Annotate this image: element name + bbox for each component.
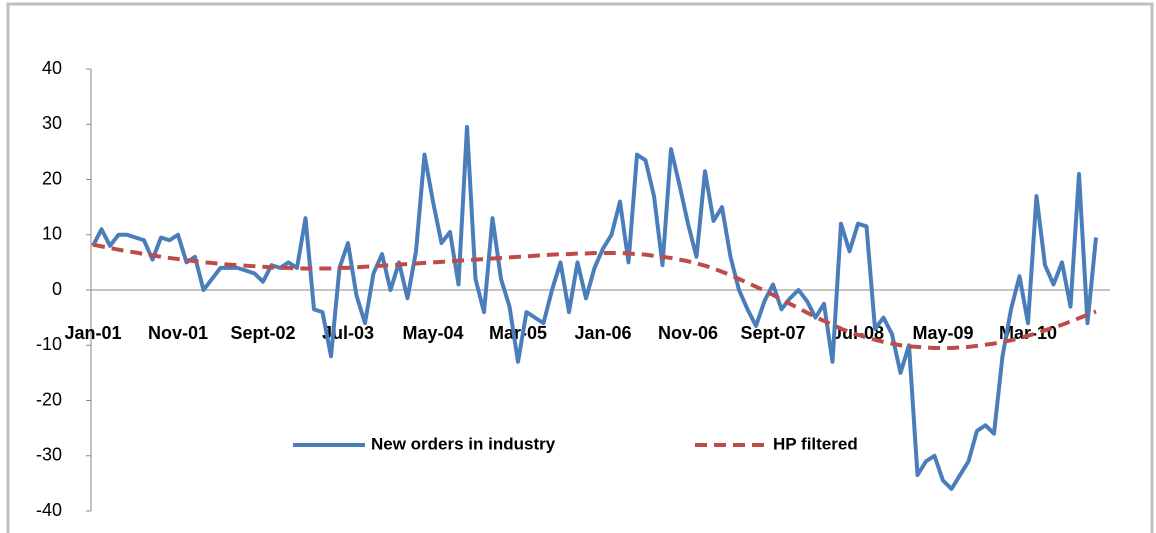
y-tick-label: -10 — [36, 334, 62, 354]
y-tick-label: -30 — [36, 445, 62, 465]
x-tick-label: Jan-01 — [64, 323, 121, 343]
series-line — [92, 242, 1097, 351]
y-tick-label: -40 — [36, 500, 62, 520]
legend-label: HP filtered — [773, 434, 858, 453]
y-tick-label: -20 — [36, 389, 62, 409]
chart-frame — [6, 2, 1154, 533]
y-tick-label: 20 — [42, 168, 62, 188]
y-tick-label: 0 — [52, 279, 62, 299]
x-tick-label: Nov-01 — [148, 323, 208, 343]
legend-label: New orders in industry — [371, 434, 556, 453]
y-tick-label: 30 — [42, 113, 62, 133]
y-tick-label: 10 — [42, 224, 62, 244]
y-tick-label: 40 — [42, 58, 62, 78]
x-tick-label: Jan-06 — [574, 323, 631, 343]
x-tick-label: Sept-07 — [740, 323, 805, 343]
series-line — [91, 125, 1098, 491]
x-tick-label: Mar-05 — [489, 323, 547, 343]
x-tick-label: May-04 — [402, 323, 463, 343]
x-tick-label: May-09 — [912, 323, 973, 343]
x-tick-label: Nov-06 — [658, 323, 718, 343]
x-tick-label: Sept-02 — [230, 323, 295, 343]
